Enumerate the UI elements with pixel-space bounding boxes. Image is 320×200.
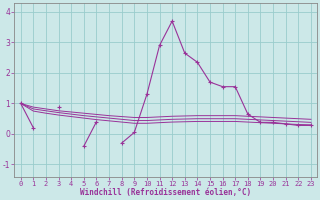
X-axis label: Windchill (Refroidissement éolien,°C): Windchill (Refroidissement éolien,°C) <box>80 188 252 197</box>
